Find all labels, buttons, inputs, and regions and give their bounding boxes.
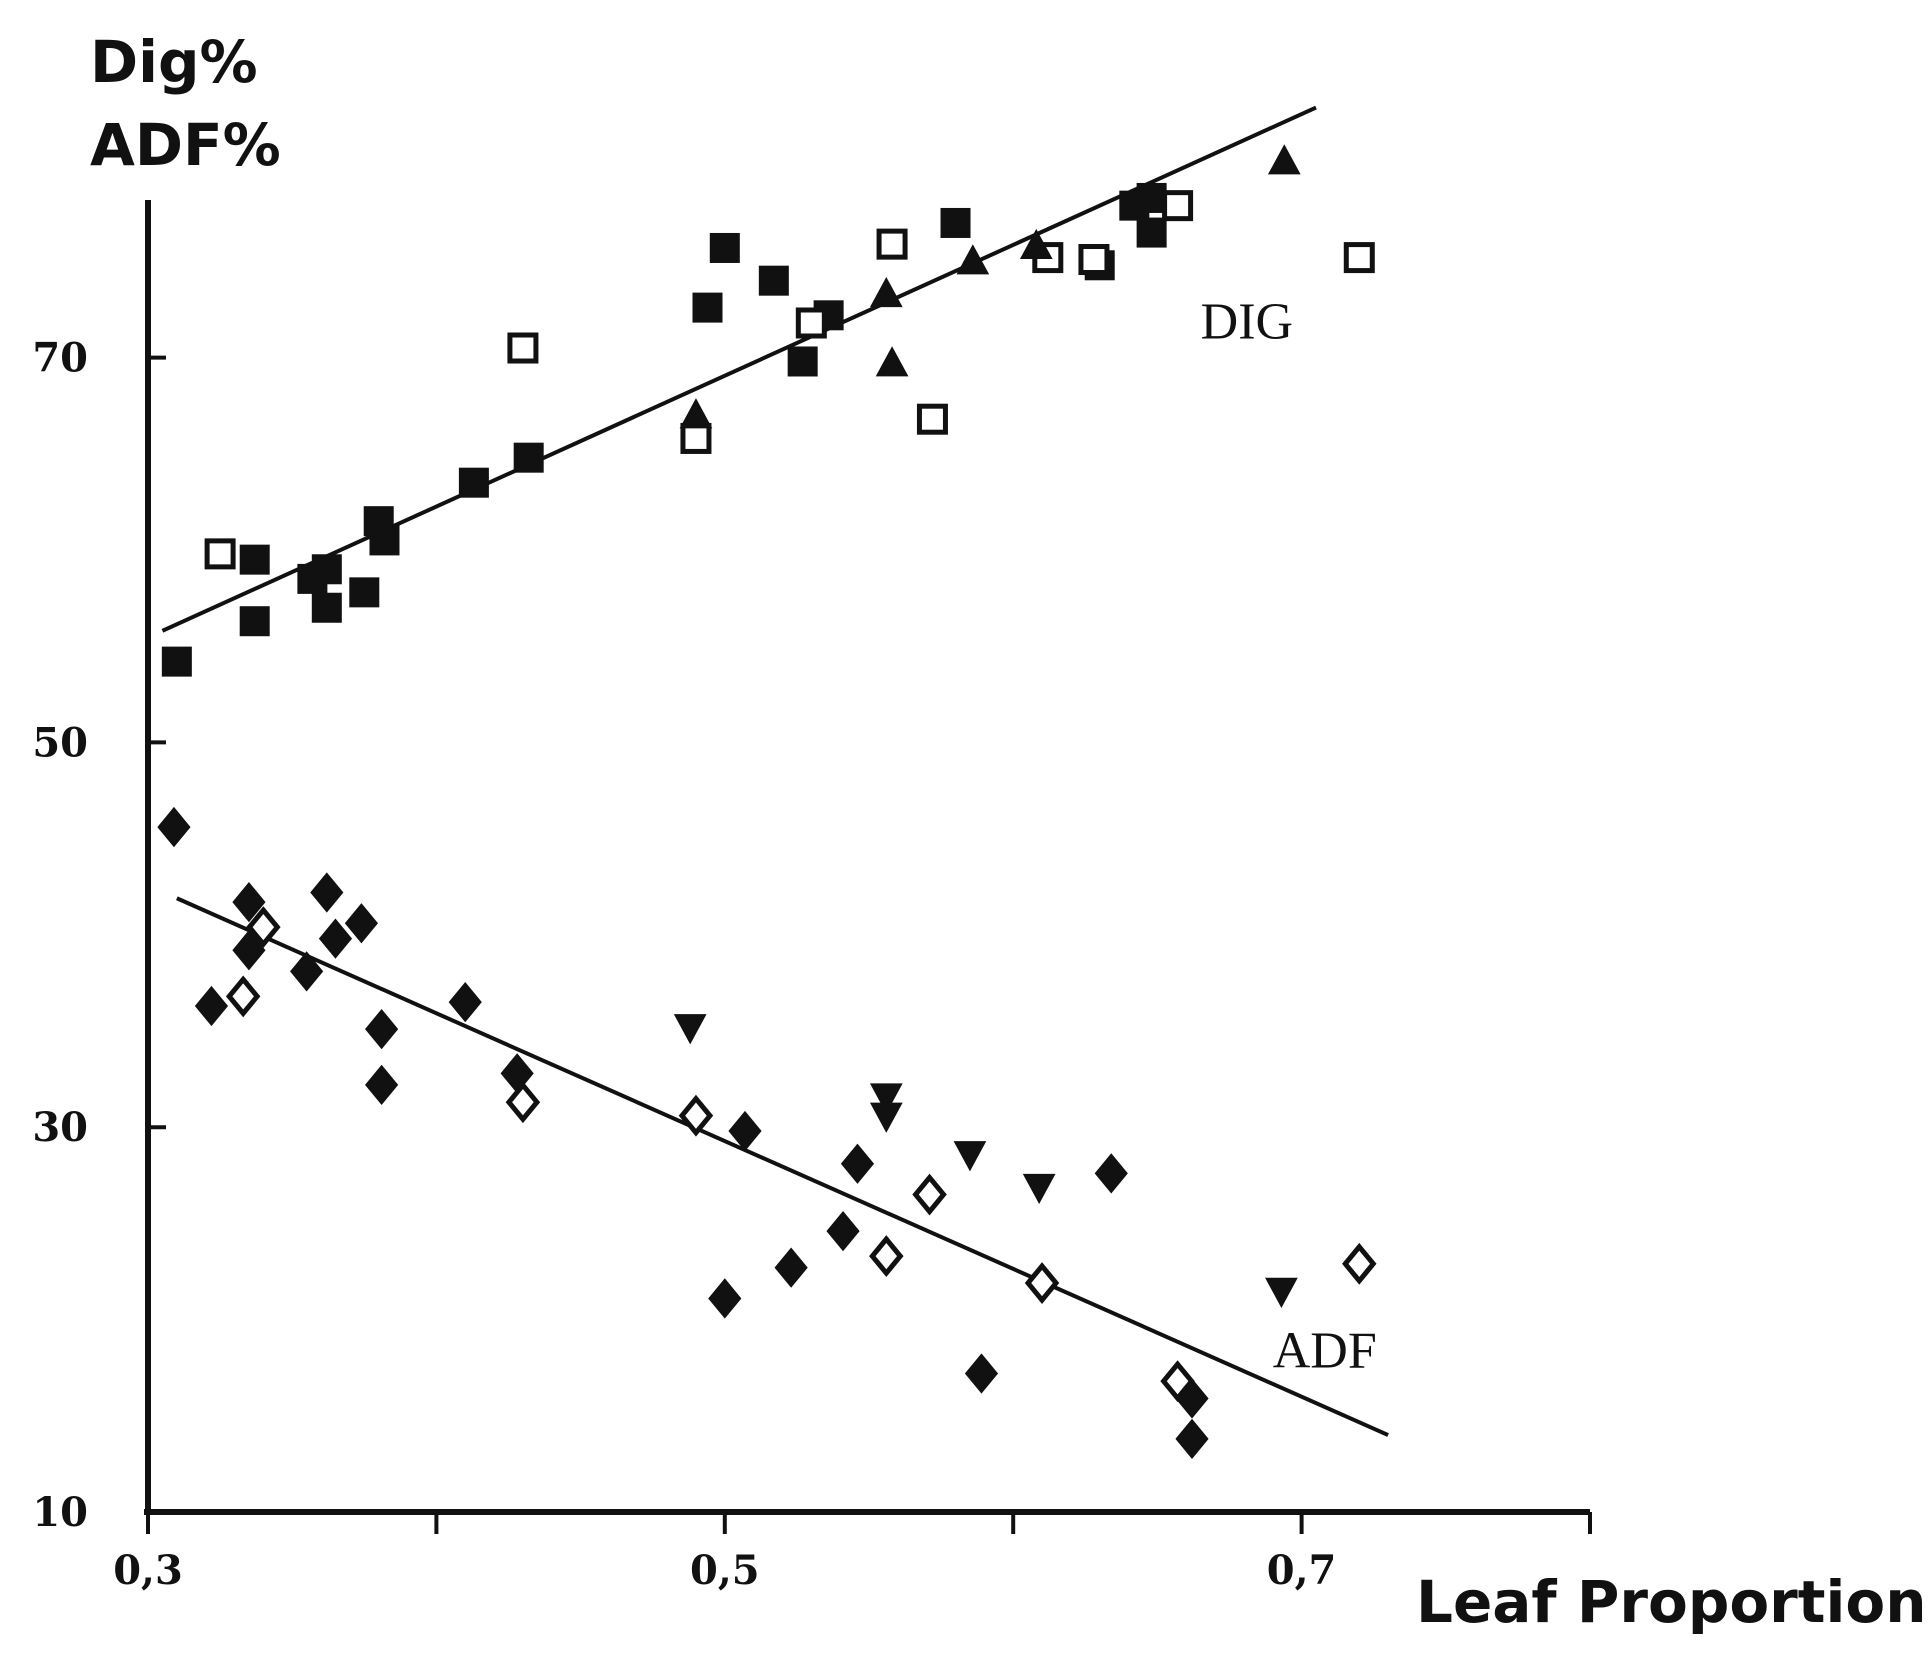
data-point-diamond-open	[505, 1081, 541, 1124]
data-point-diamond-filled	[232, 881, 266, 923]
data-point-diamond-open	[1160, 1360, 1195, 1403]
data-point-triangle-up-filled	[869, 276, 903, 308]
y-tick-label: 50	[32, 719, 88, 766]
data-point-square-filled	[239, 606, 270, 637]
data-point-square-filled	[311, 592, 342, 623]
data-point-diamond-filled	[194, 985, 229, 1027]
data-point-square-filled	[940, 207, 971, 238]
data-point-square-open	[795, 307, 827, 339]
data-point-diamond-filled	[826, 1210, 860, 1252]
data-point-triangle-up-filled	[1267, 144, 1301, 175]
data-point-square-open	[916, 403, 948, 435]
ticks: 0,3 0,5 0,7 10 30 50 70	[32, 335, 1592, 1594]
y-tick-label: 10	[32, 1489, 88, 1536]
data-point-square-filled	[458, 467, 489, 498]
data-point-diamond-open	[246, 906, 281, 949]
data-point-diamond-filled	[1094, 1153, 1128, 1194]
series-label-dig: DIG	[1201, 293, 1293, 350]
data-point-square-open	[680, 422, 712, 454]
y-axis-title-line-1: Dig%	[90, 28, 258, 96]
data-point-triangle-down-filled	[869, 1083, 903, 1114]
data-point-square-open	[1343, 242, 1375, 274]
x-axis-title: Leaf Proportion	[1416, 1568, 1927, 1636]
data-point-diamond-filled	[310, 872, 344, 913]
data-point-square-filled	[369, 525, 400, 556]
data-point-diamond-filled	[840, 1143, 875, 1184]
data-point-square-filled	[787, 346, 818, 377]
data-point-square-filled	[1136, 182, 1167, 213]
data-point-square-filled	[161, 646, 192, 677]
data-point-square-filled	[311, 554, 342, 585]
data-point-diamond-filled	[290, 951, 324, 992]
y-tick-label: 30	[32, 1104, 88, 1151]
data-point-diamond-open	[225, 975, 261, 1018]
data-point-triangle-up-filled	[956, 244, 990, 275]
data-point-diamond-open	[678, 1094, 714, 1137]
data-point-triangle-up-filled	[679, 398, 713, 429]
axes	[144, 200, 1590, 1515]
data-point-square-open	[1162, 190, 1194, 222]
data-point-diamond-filled	[774, 1247, 808, 1288]
data-points	[157, 144, 1377, 1460]
data-point-triangle-down-filled	[953, 1141, 987, 1172]
data-point-square-filled	[513, 442, 544, 473]
x-tick-label: 0,3	[113, 1547, 183, 1594]
data-point-diamond-open	[912, 1173, 947, 1216]
data-point-square-filled	[239, 544, 270, 575]
data-point-triangle-down-filled	[673, 1014, 707, 1045]
data-point-diamond-filled	[232, 930, 266, 971]
data-point-triangle-up-filled	[875, 346, 909, 377]
data-point-triangle-down-filled	[1022, 1173, 1056, 1205]
data-point-square-open	[1078, 244, 1110, 276]
regression-lines: DIG ADF	[161, 105, 1389, 1437]
data-point-diamond-open	[869, 1235, 904, 1278]
fit-line-adf	[176, 896, 1389, 1437]
data-point-diamond-filled	[157, 806, 191, 848]
data-point-diamond-filled	[365, 1064, 399, 1106]
data-point-diamond-filled	[1175, 1418, 1209, 1460]
data-point-triangle-up-filled	[1019, 228, 1053, 260]
data-point-diamond-filled	[500, 1053, 534, 1094]
x-tick-label: 0,5	[690, 1547, 760, 1594]
data-point-square-filled	[349, 577, 380, 608]
y-axis-title-line-2: ADF%	[90, 111, 281, 179]
data-point-square-open	[876, 228, 908, 260]
data-point-square-open	[507, 332, 539, 364]
data-point-diamond-filled	[318, 918, 353, 959]
data-point-diamond-filled	[964, 1353, 999, 1394]
data-point-diamond-filled	[344, 903, 379, 944]
data-point-square-filled	[709, 232, 740, 263]
data-point-diamond-filled	[728, 1110, 762, 1152]
data-point-diamond-filled	[448, 982, 482, 1023]
y-tick-label: 70	[32, 335, 88, 382]
data-point-triangle-down-filled	[1265, 1277, 1298, 1308]
data-point-square-filled	[758, 265, 789, 296]
data-point-diamond-open	[1342, 1242, 1377, 1285]
data-point-triangle-down-filled	[869, 1102, 903, 1133]
data-point-diamond-filled	[708, 1278, 742, 1319]
data-point-square-filled	[1136, 217, 1167, 248]
data-point-diamond-filled	[365, 1008, 399, 1050]
data-point-diamond-open	[1024, 1262, 1060, 1304]
x-tick-label: 0,7	[1267, 1547, 1337, 1594]
data-point-square-filled	[692, 292, 723, 323]
series-label-adf: ADF	[1273, 1323, 1377, 1380]
data-point-square-open	[204, 538, 236, 570]
